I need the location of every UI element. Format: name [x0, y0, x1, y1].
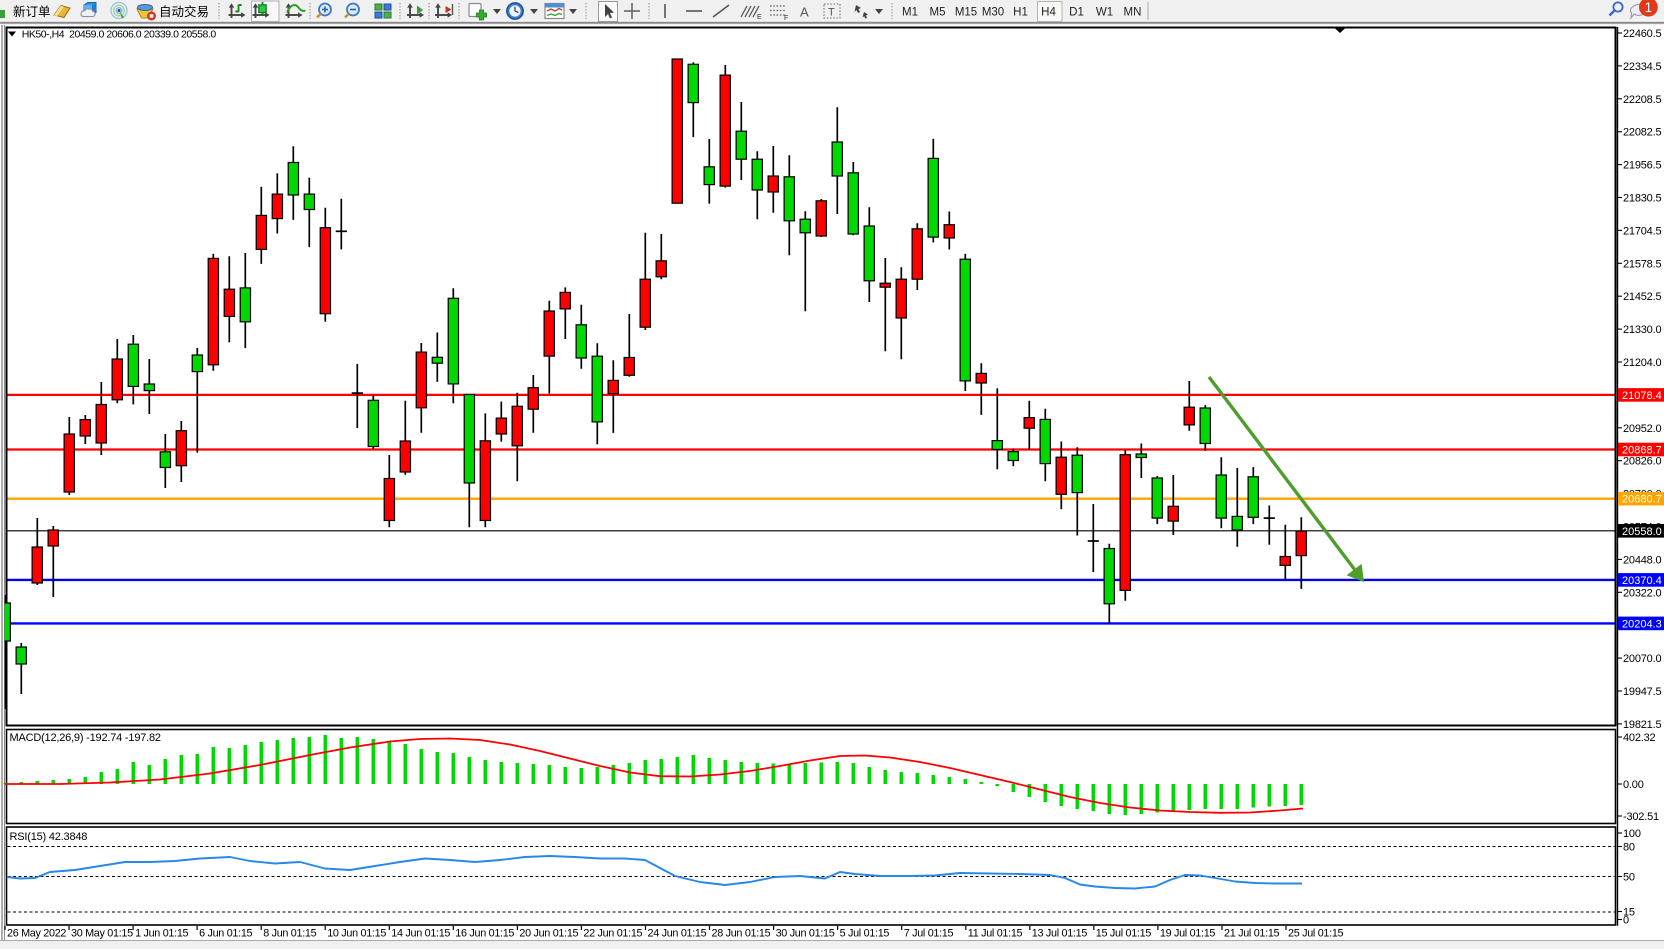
- svg-text:22460.5: 22460.5: [1623, 28, 1661, 40]
- svg-text:24 Jun 01:15: 24 Jun 01:15: [648, 928, 707, 940]
- svg-text:H4: H4: [1041, 7, 1056, 19]
- svg-text:-302.51: -302.51: [1623, 811, 1659, 823]
- svg-text:H1: H1: [1013, 7, 1028, 19]
- svg-text:6 Jun 01:15: 6 Jun 01:15: [199, 928, 252, 940]
- svg-text:20558.0: 20558.0: [1622, 526, 1662, 538]
- svg-text:MACD(12,26,9) -192.74 -197.82: MACD(12,26,9) -192.74 -197.82: [10, 732, 161, 744]
- svg-text:50: 50: [1623, 872, 1635, 884]
- svg-text:25 Jul 01:15: 25 Jul 01:15: [1288, 928, 1344, 940]
- svg-text:D1: D1: [1069, 7, 1084, 19]
- svg-text:20322.0: 20322.0: [1623, 587, 1661, 599]
- svg-text:20 Jun 01:15: 20 Jun 01:15: [519, 928, 578, 940]
- svg-text:0.00: 0.00: [1623, 779, 1644, 791]
- svg-text:F: F: [784, 15, 788, 22]
- svg-text:M1: M1: [902, 7, 918, 19]
- svg-text:20070.0: 20070.0: [1623, 653, 1661, 665]
- svg-text:10 Jun 01:15: 10 Jun 01:15: [327, 928, 386, 940]
- svg-text:11 Jul 01:15: 11 Jul 01:15: [968, 928, 1023, 940]
- svg-text:20826.0: 20826.0: [1623, 456, 1661, 468]
- svg-text:20680.7: 20680.7: [1622, 494, 1662, 506]
- svg-text:5 Jul 01:15: 5 Jul 01:15: [840, 928, 890, 940]
- svg-text:1: 1: [1645, 0, 1653, 15]
- svg-text:21 Jul 01:15: 21 Jul 01:15: [1224, 928, 1280, 940]
- svg-text:30 Jun 01:15: 30 Jun 01:15: [776, 928, 835, 940]
- svg-text:M30: M30: [982, 7, 1004, 19]
- svg-text:15 Jul 01:15: 15 Jul 01:15: [1096, 928, 1152, 940]
- svg-text:21704.5: 21704.5: [1623, 225, 1661, 237]
- svg-text:A: A: [800, 5, 809, 20]
- svg-text:14 Jun 01:15: 14 Jun 01:15: [391, 928, 450, 940]
- svg-text:8 Jun 01:15: 8 Jun 01:15: [263, 928, 316, 940]
- svg-text:新订单: 新订单: [13, 4, 51, 19]
- svg-text:22 Jun 01:15: 22 Jun 01:15: [583, 928, 642, 940]
- svg-text:21452.5: 21452.5: [1623, 291, 1661, 303]
- svg-text:19 Jul 01:15: 19 Jul 01:15: [1160, 928, 1216, 940]
- svg-text:7 Jul 01:15: 7 Jul 01:15: [904, 928, 954, 940]
- svg-text:100: 100: [1623, 828, 1641, 840]
- svg-text:M5: M5: [930, 7, 946, 19]
- svg-text:MN: MN: [1124, 7, 1142, 19]
- svg-text:1 Jun 01:15: 1 Jun 01:15: [135, 928, 188, 940]
- svg-text:W1: W1: [1096, 7, 1113, 19]
- svg-text:22334.5: 22334.5: [1623, 61, 1661, 73]
- svg-text:0: 0: [1623, 915, 1629, 927]
- svg-text:M15: M15: [955, 7, 977, 19]
- svg-text:13 Jul 01:15: 13 Jul 01:15: [1032, 928, 1088, 940]
- svg-text:21830.5: 21830.5: [1623, 193, 1661, 205]
- svg-text:20370.4: 20370.4: [1622, 575, 1662, 587]
- svg-text:21078.4: 21078.4: [1622, 390, 1662, 402]
- svg-text:RSI(15) 42.3848: RSI(15) 42.3848: [10, 831, 88, 843]
- svg-text:20952.0: 20952.0: [1623, 423, 1661, 435]
- svg-text:21956.5: 21956.5: [1623, 160, 1661, 172]
- svg-text:21578.5: 21578.5: [1623, 258, 1661, 270]
- svg-text:26 May 2022: 26 May 2022: [7, 928, 66, 940]
- svg-text:28 Jun 01:15: 28 Jun 01:15: [712, 928, 771, 940]
- svg-text:80: 80: [1623, 842, 1635, 854]
- svg-text:21204.0: 21204.0: [1623, 357, 1661, 369]
- svg-text:E: E: [757, 14, 762, 21]
- svg-text:19947.5: 19947.5: [1623, 686, 1661, 698]
- svg-text:30 May 01:15: 30 May 01:15: [71, 928, 133, 940]
- svg-text:402.32: 402.32: [1623, 732, 1656, 744]
- svg-text:自动交易: 自动交易: [159, 4, 209, 19]
- svg-text:20204.3: 20204.3: [1622, 618, 1662, 630]
- svg-text:T: T: [828, 7, 835, 19]
- svg-text:16 Jun 01:15: 16 Jun 01:15: [455, 928, 514, 940]
- svg-text:19821.5: 19821.5: [1623, 719, 1661, 731]
- svg-text:22208.5: 22208.5: [1623, 94, 1661, 106]
- svg-text:22082.5: 22082.5: [1623, 127, 1661, 139]
- svg-text:HK50-,H4 20459.0 20606.0 2033: HK50-,H4 20459.0 20606.0 20339.0 20558.0: [22, 29, 217, 41]
- svg-text:15: 15: [1623, 907, 1635, 919]
- svg-text:20868.7: 20868.7: [1622, 445, 1662, 457]
- svg-text:21330.0: 21330.0: [1623, 324, 1661, 336]
- svg-text:20448.0: 20448.0: [1623, 554, 1661, 566]
